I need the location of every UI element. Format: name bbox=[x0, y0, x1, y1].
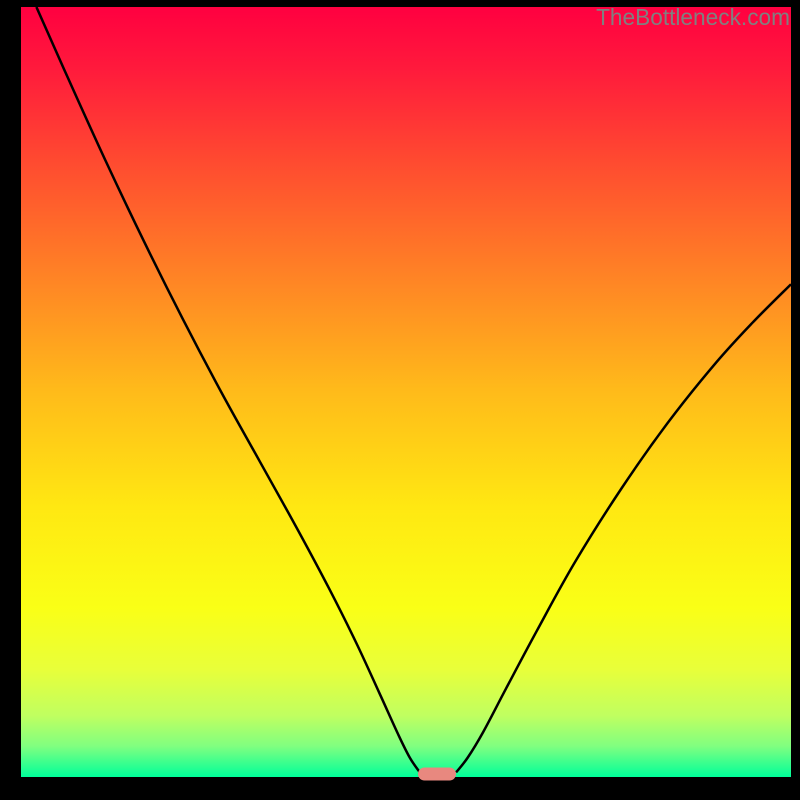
curve-right-branch bbox=[456, 284, 791, 772]
watermark-text: TheBottleneck.com bbox=[596, 4, 790, 31]
optimum-marker bbox=[418, 767, 456, 780]
chart-container: TheBottleneck.com bbox=[0, 0, 800, 800]
bottleneck-curve bbox=[21, 7, 791, 777]
curve-left-branch bbox=[36, 7, 419, 772]
plot-area bbox=[21, 7, 791, 777]
